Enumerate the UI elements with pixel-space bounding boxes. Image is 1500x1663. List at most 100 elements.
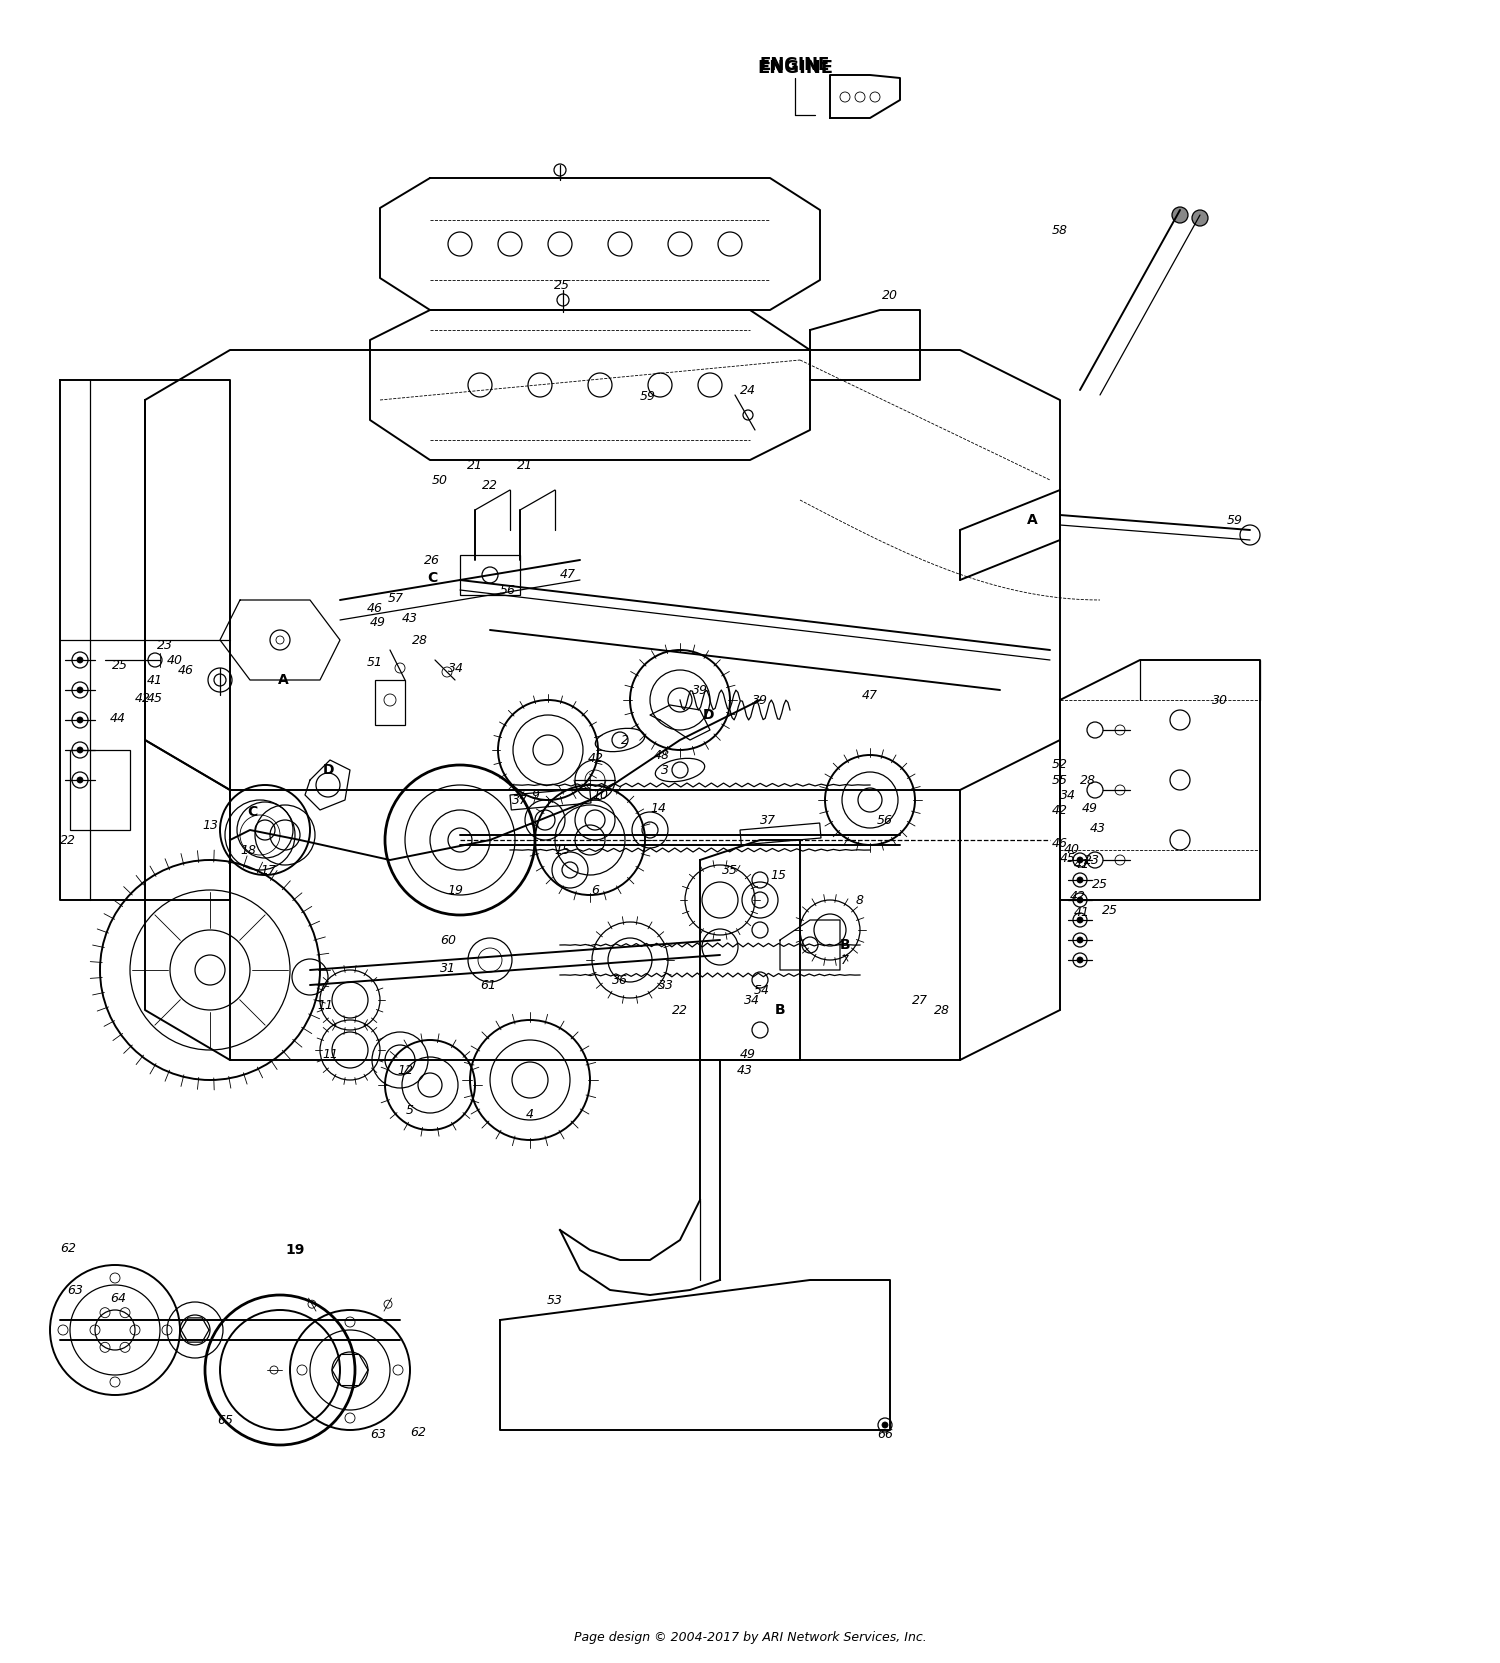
Circle shape (882, 1422, 888, 1429)
Text: 45: 45 (147, 692, 164, 705)
Text: 42: 42 (588, 752, 604, 765)
Circle shape (1192, 210, 1208, 226)
Text: 33: 33 (658, 978, 674, 991)
Text: 43: 43 (736, 1064, 753, 1076)
Text: 46: 46 (368, 602, 382, 615)
Bar (375, 680, 405, 725)
Text: 47: 47 (560, 569, 576, 582)
Text: 15: 15 (554, 843, 570, 856)
Text: 8: 8 (856, 893, 864, 906)
Text: 9: 9 (531, 788, 538, 802)
Text: B: B (840, 938, 850, 951)
Text: 49: 49 (370, 615, 386, 629)
Text: 25: 25 (554, 278, 570, 291)
Circle shape (76, 657, 82, 664)
Circle shape (1077, 856, 1083, 863)
Text: 35: 35 (722, 863, 738, 876)
Text: 22: 22 (672, 1003, 688, 1016)
Text: 30: 30 (1212, 693, 1228, 707)
Text: 62: 62 (410, 1425, 426, 1438)
Text: 41: 41 (1074, 858, 1090, 870)
Text: A: A (278, 674, 288, 687)
Text: A: A (1026, 512, 1038, 527)
Text: 6: 6 (591, 883, 598, 896)
Text: 56: 56 (500, 584, 516, 597)
Text: 22: 22 (60, 833, 76, 846)
Circle shape (1077, 876, 1083, 883)
Text: 56: 56 (878, 813, 892, 827)
Text: 20: 20 (882, 288, 898, 301)
Circle shape (76, 687, 82, 693)
Text: 25: 25 (112, 659, 128, 672)
Text: 58: 58 (1052, 223, 1068, 236)
Circle shape (1077, 896, 1083, 903)
Text: 51: 51 (368, 655, 382, 669)
Text: 15: 15 (770, 868, 786, 881)
Bar (460, 555, 520, 595)
Text: 57: 57 (388, 592, 404, 604)
Text: B: B (774, 1003, 786, 1018)
Circle shape (76, 747, 82, 753)
Text: D: D (702, 708, 714, 722)
Circle shape (1172, 206, 1188, 223)
Circle shape (1077, 936, 1083, 943)
Text: 59: 59 (1227, 514, 1244, 527)
Text: 3: 3 (662, 763, 669, 777)
Text: 62: 62 (60, 1242, 76, 1254)
Text: 34: 34 (448, 662, 464, 675)
Text: 59: 59 (640, 389, 656, 402)
Text: 17: 17 (260, 863, 276, 876)
Text: 2: 2 (621, 733, 628, 747)
Text: 40: 40 (166, 654, 183, 667)
Text: 11: 11 (322, 1048, 338, 1061)
Text: C: C (427, 570, 436, 585)
Circle shape (1077, 956, 1083, 963)
Text: 11: 11 (316, 998, 333, 1011)
Text: 37: 37 (512, 793, 528, 807)
Text: 37: 37 (760, 813, 776, 827)
Text: 36: 36 (612, 973, 628, 986)
Text: 25: 25 (1092, 878, 1108, 890)
Text: 50: 50 (432, 474, 448, 487)
Text: 10: 10 (592, 788, 608, 802)
Text: 19: 19 (285, 1242, 304, 1257)
Text: 23: 23 (1084, 853, 1100, 866)
Text: ENGINE: ENGINE (760, 57, 830, 73)
Circle shape (76, 717, 82, 723)
Text: 46: 46 (178, 664, 194, 677)
Text: 61: 61 (480, 978, 496, 991)
Text: 43: 43 (1090, 822, 1106, 835)
Text: 21: 21 (518, 459, 532, 472)
Text: 54: 54 (754, 983, 770, 996)
Text: 65: 65 (217, 1414, 232, 1427)
Text: 12: 12 (398, 1064, 412, 1076)
Text: 48: 48 (654, 748, 670, 762)
Text: 4: 4 (526, 1109, 534, 1121)
Text: 7: 7 (842, 953, 849, 966)
Text: 44: 44 (110, 712, 126, 725)
Text: 27: 27 (912, 993, 928, 1006)
Text: 39: 39 (692, 683, 708, 697)
Text: 52: 52 (1052, 758, 1068, 770)
Bar (510, 788, 591, 810)
Text: 46: 46 (1052, 836, 1068, 850)
Text: 31: 31 (440, 961, 456, 975)
Text: 42: 42 (1052, 803, 1068, 817)
Text: 47: 47 (862, 688, 877, 702)
Text: 34: 34 (1060, 788, 1076, 802)
Text: 49: 49 (1082, 802, 1098, 815)
Text: 42: 42 (1070, 890, 1086, 903)
Text: 60: 60 (440, 933, 456, 946)
Text: 49: 49 (740, 1048, 756, 1061)
Text: 5: 5 (406, 1104, 414, 1116)
Bar (70, 750, 130, 830)
Text: 14: 14 (650, 802, 666, 815)
Text: 63: 63 (370, 1429, 386, 1442)
Text: 40: 40 (1064, 843, 1080, 855)
Text: 24: 24 (740, 384, 756, 396)
Text: 55: 55 (1052, 773, 1068, 787)
Text: C: C (248, 805, 256, 818)
Text: Page design © 2004-2017 by ARI Network Services, Inc.: Page design © 2004-2017 by ARI Network S… (573, 1631, 927, 1645)
Text: 13: 13 (202, 818, 217, 832)
Text: 64: 64 (110, 1292, 126, 1304)
